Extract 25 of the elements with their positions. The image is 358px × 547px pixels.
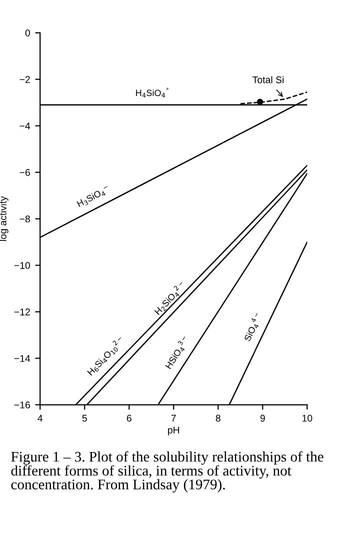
y-tick-label: −16 <box>14 402 30 408</box>
y-tick-label: −12 <box>14 308 30 316</box>
x-axis-title: pH <box>168 426 180 436</box>
text: H$_{2}$SiO$_{4}$$^{2−}$ <box>152 280 187 316</box>
y-tick-label: −2 <box>20 76 30 83</box>
text: H$_{3}$SiO$_{4}$$^{−}$ <box>76 185 111 208</box>
x-tick-label: 9 <box>260 414 265 422</box>
y-tick-label: −6 <box>20 169 30 176</box>
y-tick-label: 0 <box>25 30 30 36</box>
y-tick-label: −14 <box>14 355 30 362</box>
y-tick-label: −8 <box>20 216 30 222</box>
y-tick-label: −4 <box>20 122 30 130</box>
x-tick-label: 4 <box>38 414 43 422</box>
x-tick-label: 8 <box>216 414 220 422</box>
x-tick-label: 7 <box>171 414 176 422</box>
x-tick-label: 5 <box>82 414 87 422</box>
x-tick-label: 6 <box>126 414 132 422</box>
text: H$_{6}$Si$_{4}$O$_{10}$$^{2−}$ <box>86 336 126 377</box>
series-label: Total Si <box>252 76 284 84</box>
x-tick-label: 10 <box>302 414 312 422</box>
text: SiO$_{4}$$^{4−}$ <box>242 312 264 342</box>
text: HSiO$_{4}$$^{3−}$ <box>164 335 191 370</box>
series-label: H$_{4}$SiO$_{4}$$^{°}$ <box>136 88 168 98</box>
caption: Figure 1 – 3. Plot of the solubility relationships of the different forms of silica, in terms of activity, not concentration. From Lindsay (1979). <box>11 451 324 492</box>
y-tick-label: −10 <box>14 262 30 269</box>
